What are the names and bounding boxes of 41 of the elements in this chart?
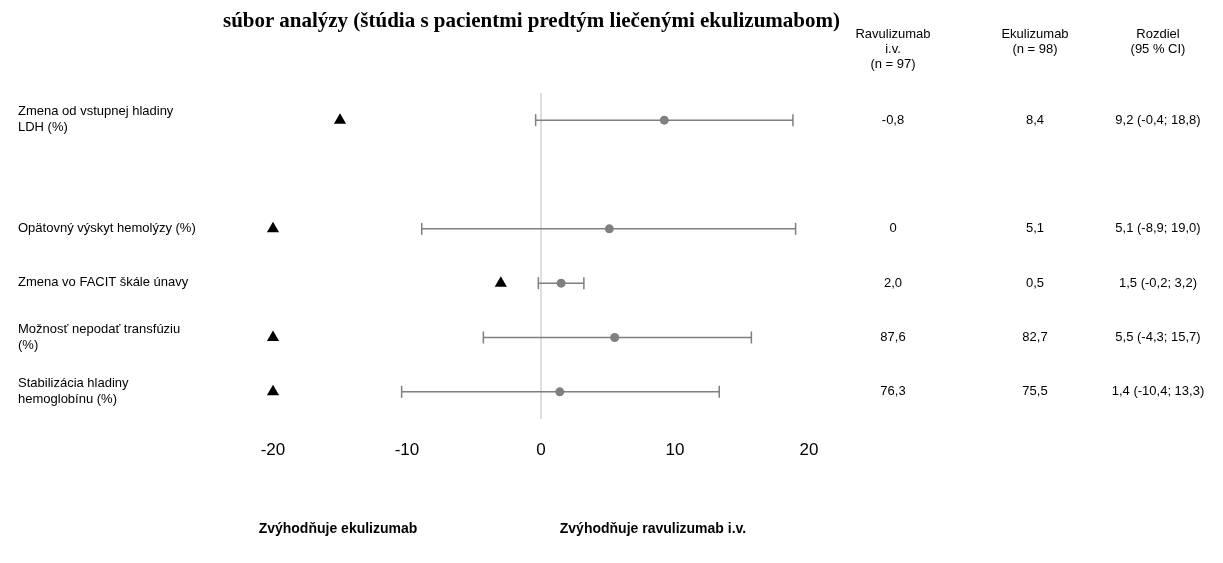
x-tick-label: 10 (665, 440, 685, 460)
text: 87,6 (880, 328, 906, 344)
point (556, 278, 566, 288)
point (610, 332, 620, 343)
data-label: 9,2 (-0,4; 18,8) (1115, 111, 1201, 127)
point (659, 115, 669, 125)
text: Zvýhodňuje ravulizumab i.v. (559, 520, 747, 536)
x-tick-label: 20 (799, 440, 819, 460)
x-tick-label: -20 (260, 440, 286, 460)
y-tick-label: Opätovný výskyt hemolýzy (%) (18, 220, 196, 236)
point (266, 384, 280, 396)
text: Rozdiel (95 % CI) (1130, 26, 1186, 56)
data-label: 5,1 (-8,9; 19,0) (1115, 220, 1201, 236)
x-tick-label: 0 (536, 440, 546, 460)
point (494, 276, 507, 287)
text: 8,4 (1025, 111, 1045, 127)
text: -0,8 (881, 111, 905, 127)
data-label: 1,5 (-0,2; 3,2) (1118, 274, 1198, 290)
point (604, 224, 614, 234)
point (333, 113, 347, 124)
data-label: 5,5 (-4,3; 15,7) (1115, 328, 1201, 344)
point (266, 221, 280, 233)
text: 75,5 (1022, 383, 1048, 399)
data-label: 1,4 (-10,4; 13,3) (1111, 383, 1205, 399)
y-tick-label: Zmena vo FACIT škále únavy (18, 274, 189, 290)
text: 82,7 (1022, 328, 1048, 344)
point (266, 330, 280, 342)
text: Ekulizumab (n = 98) (1001, 26, 1069, 56)
text: Ravulizumab i.v. (n = 97) (855, 26, 931, 71)
y-tick-label: Zmena od vstupnej hladiny LDH (%) (18, 103, 174, 135)
x-tick-label: -10 (394, 440, 420, 460)
text: 2,0 (883, 274, 903, 290)
text: 76,3 (880, 383, 906, 399)
chart-title: súbor analýzy (štúdia s pacientmi predtým liečenými ekulizumabom) (223, 8, 840, 33)
y-tick-label: Stabilizácia hladiny hemoglobínu (%) (18, 375, 130, 407)
point (555, 387, 565, 397)
text: 5,1 (1025, 220, 1045, 236)
y-tick-label: Možnosť nepodať transfúziu (%) (18, 320, 181, 352)
text: 0,5 (1025, 274, 1045, 290)
text: Zvýhodňuje ekulizumab (258, 520, 418, 536)
text: 0 (889, 220, 897, 236)
